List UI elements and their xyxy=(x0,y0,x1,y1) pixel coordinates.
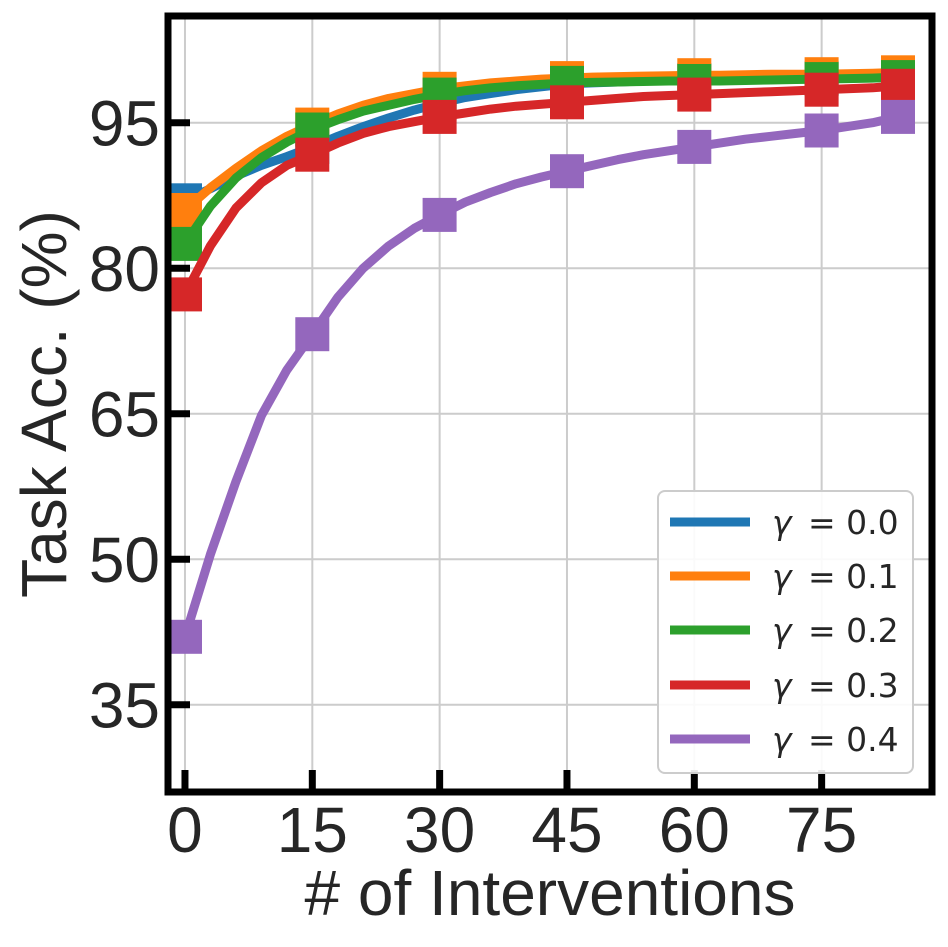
series-3-marker-4 xyxy=(677,77,712,112)
legend-entry-0: γ = 0.0 xyxy=(772,503,899,542)
legend-gamma-1: γ xyxy=(772,557,793,596)
series-4-marker-5 xyxy=(804,113,839,148)
legend-gamma-4: γ xyxy=(772,720,793,759)
legend-gamma-3: γ xyxy=(772,666,793,705)
x-tick-label-3: 45 xyxy=(531,794,602,866)
plot-frame xyxy=(164,12,936,796)
y-tick-label-1: 50 xyxy=(89,524,160,596)
series-3-marker-6 xyxy=(881,68,915,103)
legend-entry-2: γ = 0.2 xyxy=(772,611,899,650)
series-4-marker-6 xyxy=(881,99,915,134)
legend-value-4: = 0.4 xyxy=(808,720,899,759)
series-layer xyxy=(168,55,915,654)
x-tick-label-4: 60 xyxy=(659,794,730,866)
series-4-marker-4 xyxy=(677,129,712,164)
series-2-marker-0 xyxy=(168,226,202,261)
legend-gamma-2: γ xyxy=(772,611,793,650)
y-tick-label-4: 95 xyxy=(89,88,160,160)
series-4-marker-0 xyxy=(168,619,202,654)
legend-entry-1: γ = 0.1 xyxy=(772,557,899,596)
x-axis-title: # of Interventions xyxy=(305,857,796,929)
legend-entry-3: γ = 0.3 xyxy=(772,666,899,705)
legend-entry-4: γ = 0.4 xyxy=(772,720,899,759)
legend-value-0: = 0.0 xyxy=(808,503,899,542)
y-tick-label-3: 80 xyxy=(89,233,160,305)
series-3-marker-2 xyxy=(422,99,457,134)
legend-box xyxy=(657,490,914,774)
legend-value-3: = 0.3 xyxy=(808,666,899,705)
series-3-marker-5 xyxy=(804,72,839,107)
legend-value-2: = 0.2 xyxy=(808,611,899,650)
x-tick-label-5: 75 xyxy=(786,794,857,866)
series-4-marker-3 xyxy=(550,154,584,189)
y-tick-label-0: 35 xyxy=(89,670,160,742)
series-4-marker-1 xyxy=(295,317,330,352)
legend-value-1: = 0.1 xyxy=(808,557,899,596)
series-3-marker-0 xyxy=(168,277,202,312)
series-4-marker-2 xyxy=(422,197,457,232)
x-tick-label-2: 30 xyxy=(404,794,475,866)
legend-gamma-0: γ xyxy=(772,503,793,542)
x-tick-label-0: 0 xyxy=(167,794,203,866)
y-axis-title: Task Acc. (%) xyxy=(8,210,80,598)
series-3-marker-1 xyxy=(295,137,330,172)
tick-layer: 0 15 30 45 60 75 35 50 65 80 95 xyxy=(89,88,857,866)
x-tick-label-1: 15 xyxy=(277,794,348,866)
series-3-marker-3 xyxy=(550,85,584,120)
y-tick-label-2: 65 xyxy=(89,379,160,451)
legend: γ = 0.0 γ = 0.1 γ = 0.2 γ = 0.3 γ = 0.4 xyxy=(657,490,914,774)
